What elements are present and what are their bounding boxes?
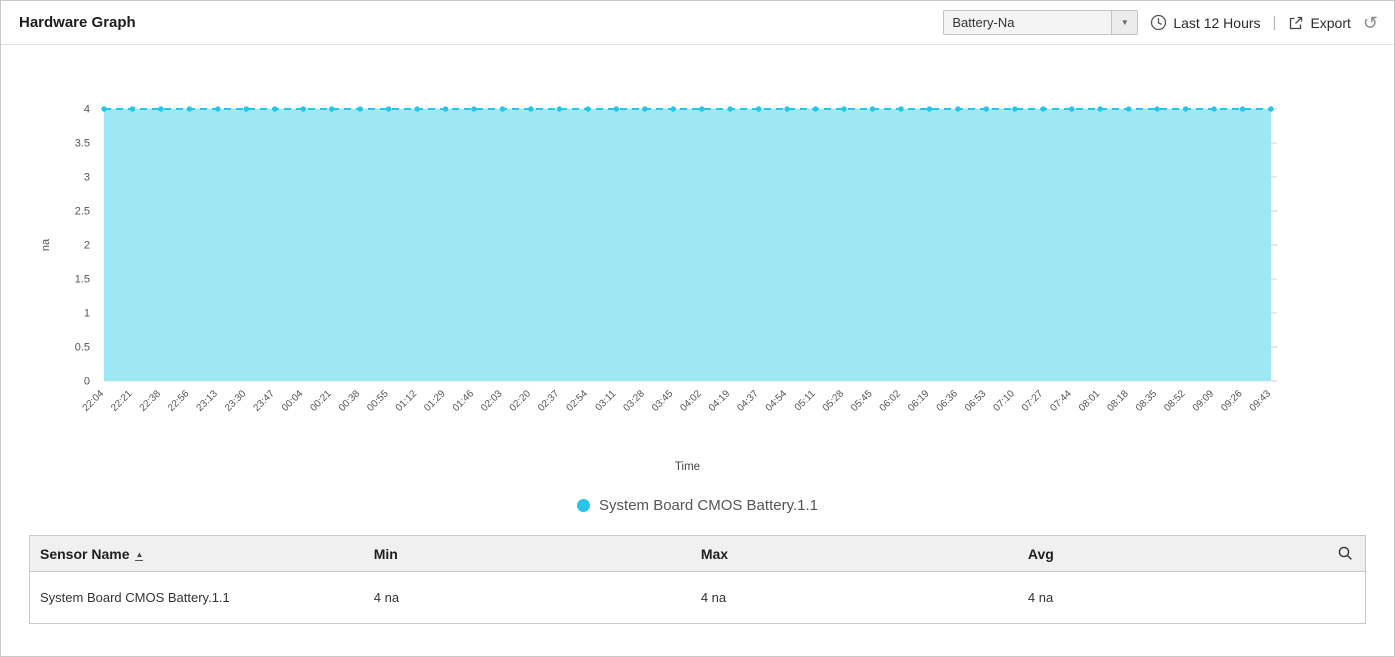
svg-text:08:18: 08:18: [1105, 388, 1131, 414]
svg-text:05:45: 05:45: [849, 388, 875, 414]
svg-text:05:28: 05:28: [821, 388, 847, 414]
export-label: Export: [1310, 14, 1351, 31]
svg-text:07:10: 07:10: [991, 388, 1017, 414]
svg-text:0: 0: [84, 376, 90, 388]
svg-text:0.5: 0.5: [75, 342, 90, 354]
avg-cell: 4 na: [1027, 590, 1054, 605]
svg-text:06:19: 06:19: [906, 388, 932, 414]
svg-text:22:04: 22:04: [81, 388, 107, 414]
svg-text:2.5: 2.5: [75, 206, 90, 218]
column-header-max[interactable]: Max: [691, 546, 1018, 562]
divider: |: [1272, 14, 1277, 31]
chevron-down-icon[interactable]: ▼: [1111, 11, 1138, 34]
svg-text:09:09: 09:09: [1191, 388, 1217, 414]
time-range-label: Last 12 Hours: [1173, 14, 1261, 31]
clock-icon: [1150, 14, 1167, 31]
legend-dot: [577, 498, 591, 512]
svg-text:01:29: 01:29: [422, 388, 448, 414]
svg-text:01:46: 01:46: [451, 388, 477, 414]
svg-text:05:11: 05:11: [793, 388, 818, 413]
svg-text:23:30: 23:30: [223, 388, 249, 414]
svg-text:00:55: 00:55: [365, 388, 391, 414]
svg-text:00:38: 00:38: [337, 388, 363, 414]
svg-text:07:27: 07:27: [1020, 388, 1046, 414]
min-cell: 4 na: [373, 590, 400, 605]
table-row: System Board CMOS Battery.1.1 4 na 4 na …: [30, 572, 1365, 623]
svg-text:Time: Time: [675, 461, 700, 473]
svg-text:00:04: 00:04: [280, 388, 306, 414]
svg-text:3: 3: [84, 172, 90, 184]
svg-text:04:37: 04:37: [735, 388, 761, 414]
svg-text:23:13: 23:13: [194, 388, 220, 414]
svg-text:na: na: [40, 238, 52, 251]
svg-text:09:43: 09:43: [1248, 388, 1274, 414]
svg-text:3.5: 3.5: [75, 138, 90, 150]
svg-text:01:12: 01:12: [394, 388, 420, 414]
svg-text:1: 1: [84, 308, 90, 320]
svg-text:03:11: 03:11: [594, 388, 619, 413]
svg-text:08:01: 08:01: [1077, 388, 1103, 414]
export-button[interactable]: Export: [1288, 14, 1351, 31]
svg-text:06:36: 06:36: [935, 388, 961, 414]
search-icon[interactable]: [1338, 546, 1353, 561]
chart-legend[interactable]: System Board CMOS Battery.1.1: [1, 489, 1394, 521]
export-icon: [1288, 15, 1304, 31]
time-range-selector[interactable]: Last 12 Hours: [1150, 14, 1261, 31]
column-label-sensor-name: Sensor Name: [40, 545, 130, 562]
svg-text:02:37: 02:37: [536, 388, 562, 414]
header-bar: Hardware Graph Battery-Na ▼ Last 12 Hour…: [1, 1, 1394, 45]
svg-text:07:44: 07:44: [1048, 388, 1074, 414]
legend-label: System Board CMOS Battery.1.1: [599, 496, 818, 514]
page-title: Hardware Graph: [19, 14, 136, 31]
column-label-min: Min: [373, 545, 398, 562]
header-controls: Battery-Na ▼ Last 12 Hours | Export ↺: [943, 10, 1378, 35]
refresh-icon[interactable]: ↺: [1362, 12, 1378, 33]
svg-text:00:21: 00:21: [308, 388, 334, 414]
table-header-row: Sensor Name ▲ Min Max Avg: [30, 536, 1365, 572]
svg-text:08:52: 08:52: [1162, 388, 1188, 414]
svg-text:06:53: 06:53: [963, 388, 989, 414]
svg-text:4: 4: [84, 104, 90, 116]
svg-text:22:21: 22:21: [109, 388, 135, 414]
svg-text:02:54: 02:54: [565, 388, 591, 414]
sensor-name-cell: System Board CMOS Battery.1.1: [40, 590, 230, 605]
svg-text:22:56: 22:56: [166, 388, 192, 414]
sensor-table: Sensor Name ▲ Min Max Avg System Board CM…: [29, 535, 1366, 624]
svg-text:04:54: 04:54: [764, 388, 790, 414]
svg-text:02:20: 02:20: [508, 388, 534, 414]
svg-text:1.5: 1.5: [75, 274, 90, 286]
svg-text:2: 2: [84, 240, 90, 252]
svg-text:09:26: 09:26: [1219, 388, 1245, 414]
svg-text:04:19: 04:19: [707, 388, 733, 414]
svg-text:23:47: 23:47: [251, 388, 277, 414]
column-label-avg: Avg: [1027, 545, 1054, 562]
svg-text:08:35: 08:35: [1134, 388, 1160, 414]
column-label-max: Max: [700, 545, 729, 562]
sensor-type-dropdown-value: Battery-Na: [952, 15, 1015, 30]
max-cell: 4 na: [700, 590, 727, 605]
column-header-sensor-name[interactable]: Sensor Name ▲: [30, 546, 364, 562]
sensor-type-dropdown[interactable]: Battery-Na ▼: [943, 10, 1139, 35]
svg-text:03:28: 03:28: [621, 388, 647, 414]
sort-asc-icon: ▲: [135, 550, 144, 562]
column-header-avg[interactable]: Avg: [1018, 546, 1365, 562]
svg-text:04:02: 04:02: [678, 388, 704, 414]
svg-text:03:45: 03:45: [650, 388, 676, 414]
column-header-min[interactable]: Min: [364, 546, 691, 562]
svg-text:02:03: 02:03: [479, 388, 505, 414]
svg-text:22:38: 22:38: [138, 388, 164, 414]
chart-area: 0 0.5 1 1.5 2 2.5 3 3.5 4 22:04 22:21 22:38 22:56 23:…: [1, 45, 1394, 521]
svg-text:06:02: 06:02: [878, 388, 904, 414]
